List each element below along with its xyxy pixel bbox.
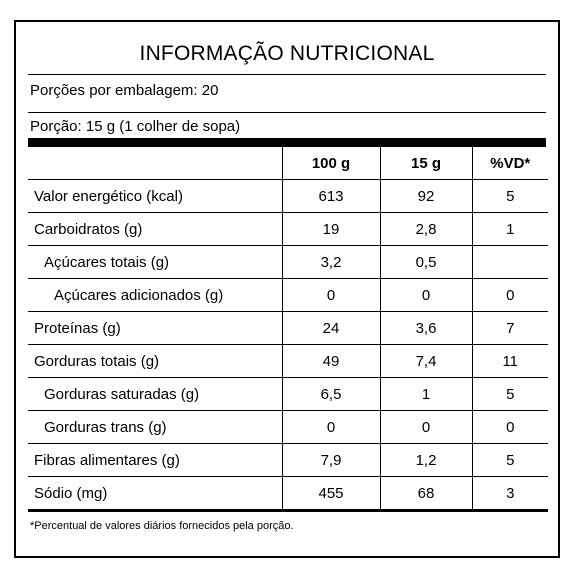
value-per-100g: 455 <box>281 476 380 512</box>
value-daily-value: 1 <box>471 212 548 246</box>
value-daily-value: 3 <box>471 476 548 512</box>
nutrition-facts-panel: INFORMAÇÃO NUTRICIONAL Porções por embal… <box>14 20 560 558</box>
header-per-100g: 100 g <box>281 147 380 180</box>
value-per-15g: 7,4 <box>379 344 472 378</box>
value-per-100g: 24 <box>281 311 380 345</box>
value-daily-value: 5 <box>471 443 548 477</box>
panel-title: INFORMAÇÃO NUTRICIONAL <box>139 42 435 65</box>
value-per-100g: 3,2 <box>281 245 380 279</box>
nutrient-name: Fibras alimentares (g) <box>28 443 282 477</box>
servings-divider <box>28 112 546 113</box>
footnote: *Percentual de valores diários fornecido… <box>30 520 294 532</box>
table-row: Gorduras trans (g) 0 0 0 <box>28 410 548 444</box>
value-per-100g: 6,5 <box>281 377 380 411</box>
nutrition-table: 100 g 15 g %VD* Valor energético (kcal) … <box>28 147 548 512</box>
table-row: Gorduras totais (g) 49 7,4 11 <box>28 344 548 378</box>
value-per-15g: 92 <box>379 179 472 213</box>
value-per-15g: 2,8 <box>379 212 472 246</box>
table-row: Fibras alimentares (g) 7,9 1,2 5 <box>28 443 548 477</box>
nutrient-name: Valor energético (kcal) <box>28 179 282 213</box>
value-daily-value <box>471 245 548 279</box>
table-row: Gorduras saturadas (g) 6,5 1 5 <box>28 377 548 411</box>
table-row: Proteínas (g) 24 3,6 7 <box>28 311 548 345</box>
value-per-15g: 1,2 <box>379 443 472 477</box>
table-row: Sódio (mg) 455 68 3 <box>28 476 548 512</box>
value-per-100g: 613 <box>281 179 380 213</box>
header-per-15g: 15 g <box>379 147 472 180</box>
nutrient-name: Gorduras trans (g) <box>28 410 282 444</box>
value-daily-value: 5 <box>471 179 548 213</box>
servings-per-package: Porções por embalagem: 20 <box>30 82 219 99</box>
value-per-100g: 0 <box>281 278 380 312</box>
value-per-15g: 3,6 <box>379 311 472 345</box>
serving-size: Porção: 15 g (1 colher de sopa) <box>30 118 241 135</box>
nutrient-name: Gorduras saturadas (g) <box>28 377 282 411</box>
table-row: Valor energético (kcal) 613 92 5 <box>28 179 548 213</box>
nutrient-name: Gorduras totais (g) <box>28 344 282 378</box>
value-per-15g: 1 <box>379 377 472 411</box>
table-row: Carboidratos (g) 19 2,8 1 <box>28 212 548 246</box>
nutrient-name: Carboidratos (g) <box>28 212 282 246</box>
nutrient-name: Sódio (mg) <box>28 476 282 512</box>
value-per-100g: 19 <box>281 212 380 246</box>
nutrient-name: Açúcares totais (g) <box>28 245 282 279</box>
value-per-15g: 0,5 <box>379 245 472 279</box>
table-header-row: 100 g 15 g %VD* <box>28 147 548 180</box>
value-daily-value: 0 <box>471 410 548 444</box>
value-daily-value: 7 <box>471 311 548 345</box>
value-daily-value: 0 <box>471 278 548 312</box>
title-divider <box>28 74 546 75</box>
value-daily-value: 5 <box>471 377 548 411</box>
header-nutrient <box>28 147 282 180</box>
value-per-15g: 0 <box>379 278 472 312</box>
value-per-100g: 49 <box>281 344 380 378</box>
value-per-15g: 0 <box>379 410 472 444</box>
value-per-100g: 0 <box>281 410 380 444</box>
table-row: Açúcares totais (g) 3,2 0,5 <box>28 245 548 279</box>
thick-divider-bar <box>28 138 546 147</box>
nutrient-name: Proteínas (g) <box>28 311 282 345</box>
nutrient-name: Açúcares adicionados (g) <box>28 278 282 312</box>
value-per-100g: 7,9 <box>281 443 380 477</box>
table-row: Açúcares adicionados (g) 0 0 0 <box>28 278 548 312</box>
header-daily-value: %VD* <box>471 147 548 180</box>
value-per-15g: 68 <box>379 476 472 512</box>
value-daily-value: 11 <box>471 344 548 378</box>
